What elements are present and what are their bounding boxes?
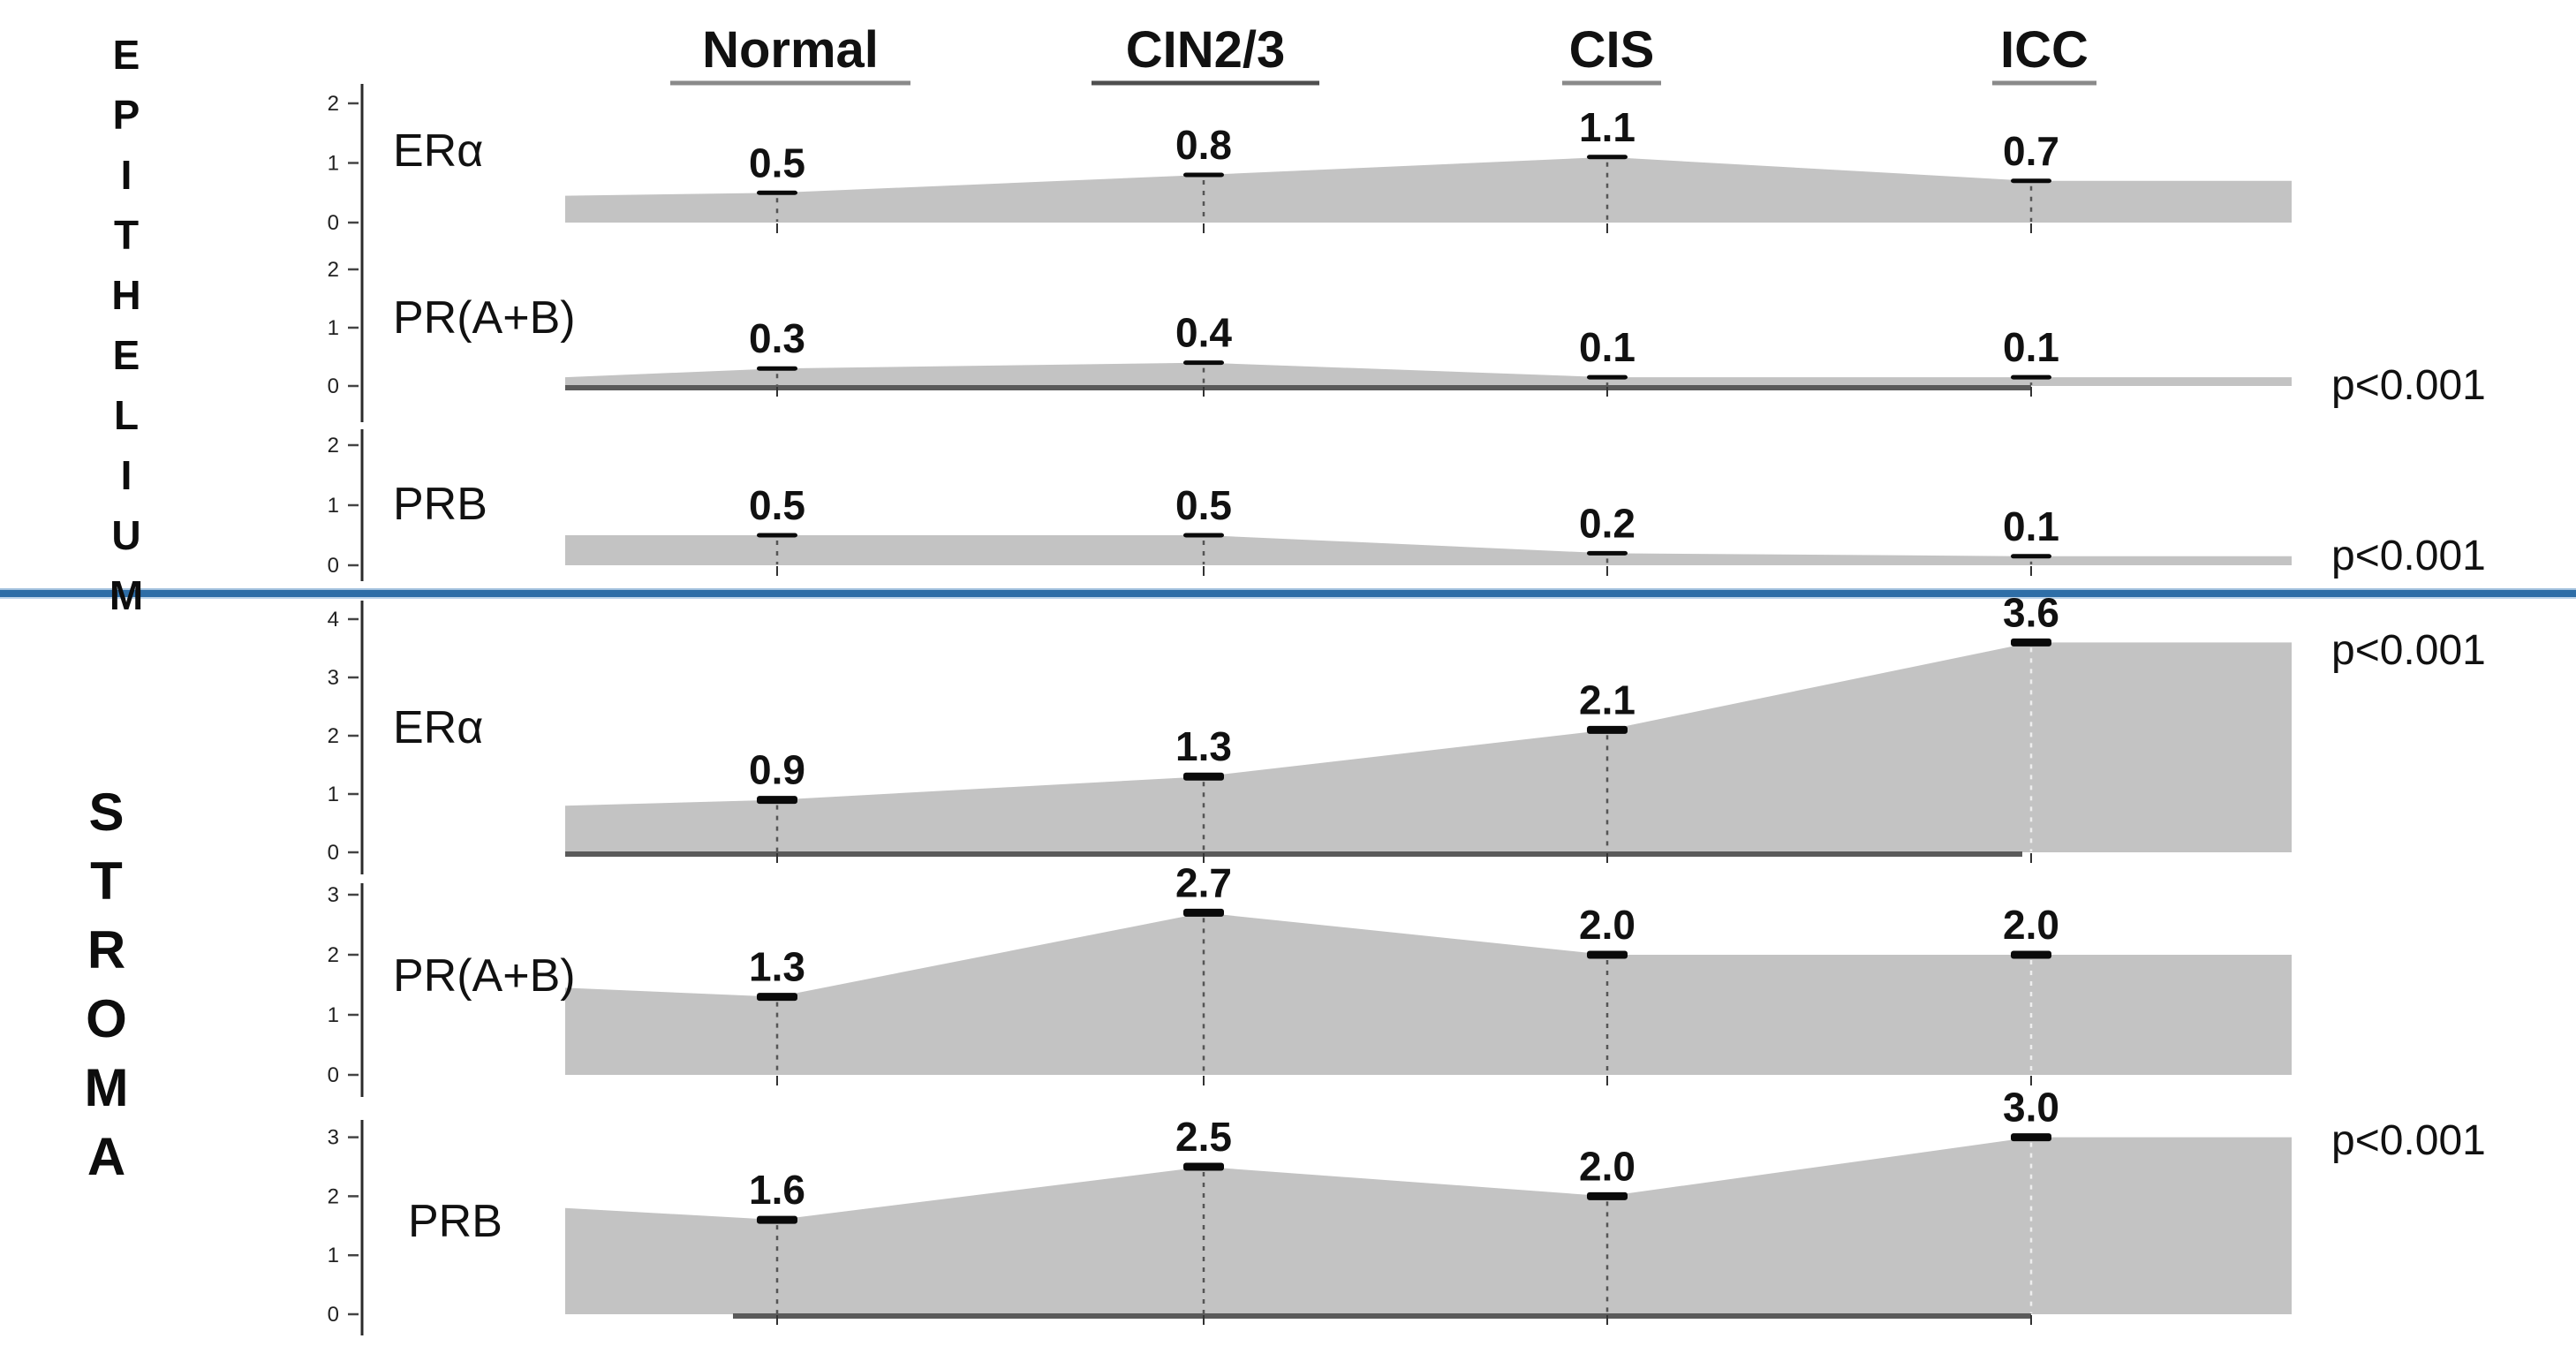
section-label-stroma: STROMA: [77, 783, 136, 1196]
data-point-cap-stroma-prab: [1587, 950, 1628, 959]
p-value-stroma-prb: p<0.001: [2331, 1117, 2486, 1164]
y-tick-label-stroma-prb: 2: [328, 1184, 339, 1208]
y-tick-label-epithelium-prab: 1: [328, 316, 339, 340]
value-label-stroma-prb: 2.0: [1579, 1143, 1635, 1189]
y-tick-label-stroma-er: 3: [328, 666, 339, 690]
area-epithelium-prb: [565, 535, 2292, 565]
value-label-stroma-prab: 2.7: [1175, 859, 1232, 905]
area-epithelium-prab: [565, 362, 2292, 386]
row-label-stroma-prab: PR(A+B): [393, 950, 576, 1002]
y-tick-label-epithelium-prb: 0: [328, 554, 339, 578]
data-point-cap-epithelium-prab: [2011, 374, 2051, 380]
row-label-stroma-prb: PRB: [408, 1196, 502, 1247]
data-point-cap-epithelium-prb: [1183, 533, 1224, 538]
data-point-cap-epithelium-er: [1587, 155, 1628, 160]
data-point-cap-stroma-prab: [1183, 908, 1224, 917]
column-header-2: CIN2/3: [1126, 21, 1286, 79]
value-label-epithelium-er: 0.5: [749, 140, 805, 185]
section-divider-line: [0, 588, 2576, 599]
data-point-cap-stroma-er: [2011, 638, 2051, 647]
value-label-epithelium-er: 1.1: [1579, 104, 1635, 150]
y-tick-label-stroma-prb: 0: [328, 1303, 339, 1327]
value-label-epithelium-prb: 0.2: [1579, 500, 1635, 546]
row-label-epithelium-prb: PRB: [393, 479, 487, 530]
y-tick-label-stroma-prab: 3: [328, 883, 339, 907]
y-tick-label-epithelium-er: 0: [328, 211, 339, 235]
value-label-stroma-prab: 2.0: [2003, 902, 2059, 948]
column-header-3: CIS: [1569, 21, 1655, 79]
data-point-cap-stroma-er: [1587, 725, 1628, 734]
p-value-stroma-er: p<0.001: [2331, 627, 2486, 674]
value-label-epithelium-prb: 0.1: [2003, 503, 2059, 549]
section-label-epithelium: EPITHELIUM: [103, 32, 149, 632]
area-stroma-prb: [565, 1137, 2292, 1314]
area-stroma-prab: [565, 912, 2292, 1075]
value-label-epithelium-prb: 0.5: [1175, 482, 1232, 528]
value-label-epithelium-prab: 0.3: [749, 315, 805, 361]
row-label-stroma-er: ERα: [393, 702, 483, 753]
y-tick-label-stroma-prab: 0: [328, 1063, 339, 1087]
data-point-cap-epithelium-prab: [1587, 374, 1628, 380]
value-label-epithelium-er: 0.8: [1175, 122, 1232, 168]
y-tick-label-epithelium-er: 1: [328, 152, 339, 176]
column-header-4: ICC: [2000, 21, 2089, 79]
row-label-epithelium-er: ERα: [393, 125, 483, 177]
data-point-cap-stroma-prb: [1587, 1191, 1628, 1200]
y-tick-label-stroma-er: 0: [328, 841, 339, 865]
value-label-stroma-er: 1.3: [1175, 723, 1232, 769]
y-tick-label-stroma-prab: 1: [328, 1003, 339, 1027]
value-label-stroma-er: 3.6: [2003, 589, 2059, 635]
value-label-epithelium-prb: 0.5: [749, 482, 805, 528]
data-point-cap-epithelium-prab: [757, 366, 797, 371]
data-point-cap-epithelium-prb: [757, 533, 797, 538]
data-point-cap-stroma-er: [1183, 772, 1224, 781]
value-label-stroma-prab: 2.0: [1579, 902, 1635, 948]
y-tick-label-stroma-prb: 3: [328, 1126, 339, 1150]
column-header-1: Normal: [702, 21, 879, 79]
data-point-cap-stroma-prb: [2011, 1133, 2051, 1142]
data-point-cap-epithelium-er: [757, 190, 797, 195]
row-label-epithelium-prab: PR(A+B): [393, 292, 576, 344]
y-tick-label-stroma-prb: 1: [328, 1244, 339, 1267]
data-point-cap-stroma-prab: [757, 993, 797, 1002]
p-value-epithelium-prb: p<0.001: [2331, 533, 2486, 579]
value-label-epithelium-prab: 0.1: [1579, 324, 1635, 370]
p-value-epithelium-prab: p<0.001: [2331, 362, 2486, 409]
y-tick-label-epithelium-prab: 2: [328, 258, 339, 282]
data-point-cap-epithelium-prb: [2011, 554, 2051, 559]
value-label-epithelium-prab: 0.4: [1175, 310, 1232, 356]
value-label-stroma-prb: 2.5: [1175, 1114, 1232, 1160]
area-epithelium-er: [565, 156, 2292, 223]
value-label-stroma-prab: 1.3: [749, 944, 805, 990]
data-point-cap-epithelium-prb: [1587, 550, 1628, 556]
value-label-stroma-prb: 1.6: [749, 1167, 805, 1213]
data-point-cap-epithelium-er: [1183, 172, 1224, 178]
y-tick-label-epithelium-prab: 0: [328, 374, 339, 398]
y-tick-label-epithelium-prb: 1: [328, 494, 339, 518]
data-point-cap-epithelium-prab: [1183, 360, 1224, 366]
value-label-epithelium-prab: 0.1: [2003, 324, 2059, 370]
value-label-epithelium-er: 0.7: [2003, 128, 2059, 174]
y-tick-label-stroma-er: 4: [328, 608, 339, 632]
area-stroma-er: [565, 642, 2292, 852]
value-label-stroma-er: 0.9: [749, 747, 805, 793]
value-label-stroma-prb: 3.0: [2003, 1085, 2059, 1131]
data-point-cap-stroma-prab: [2011, 950, 2051, 959]
data-point-cap-epithelium-er: [2011, 178, 2051, 184]
data-point-cap-stroma-er: [757, 796, 797, 805]
data-point-cap-stroma-prb: [757, 1215, 797, 1224]
y-tick-label-stroma-er: 1: [328, 783, 339, 806]
y-tick-label-epithelium-prb: 2: [328, 434, 339, 458]
y-tick-label-epithelium-er: 2: [328, 92, 339, 116]
data-point-cap-stroma-prb: [1183, 1162, 1224, 1171]
y-tick-label-stroma-er: 2: [328, 724, 339, 748]
y-tick-label-stroma-prab: 2: [328, 943, 339, 967]
value-label-stroma-er: 2.1: [1579, 677, 1635, 722]
